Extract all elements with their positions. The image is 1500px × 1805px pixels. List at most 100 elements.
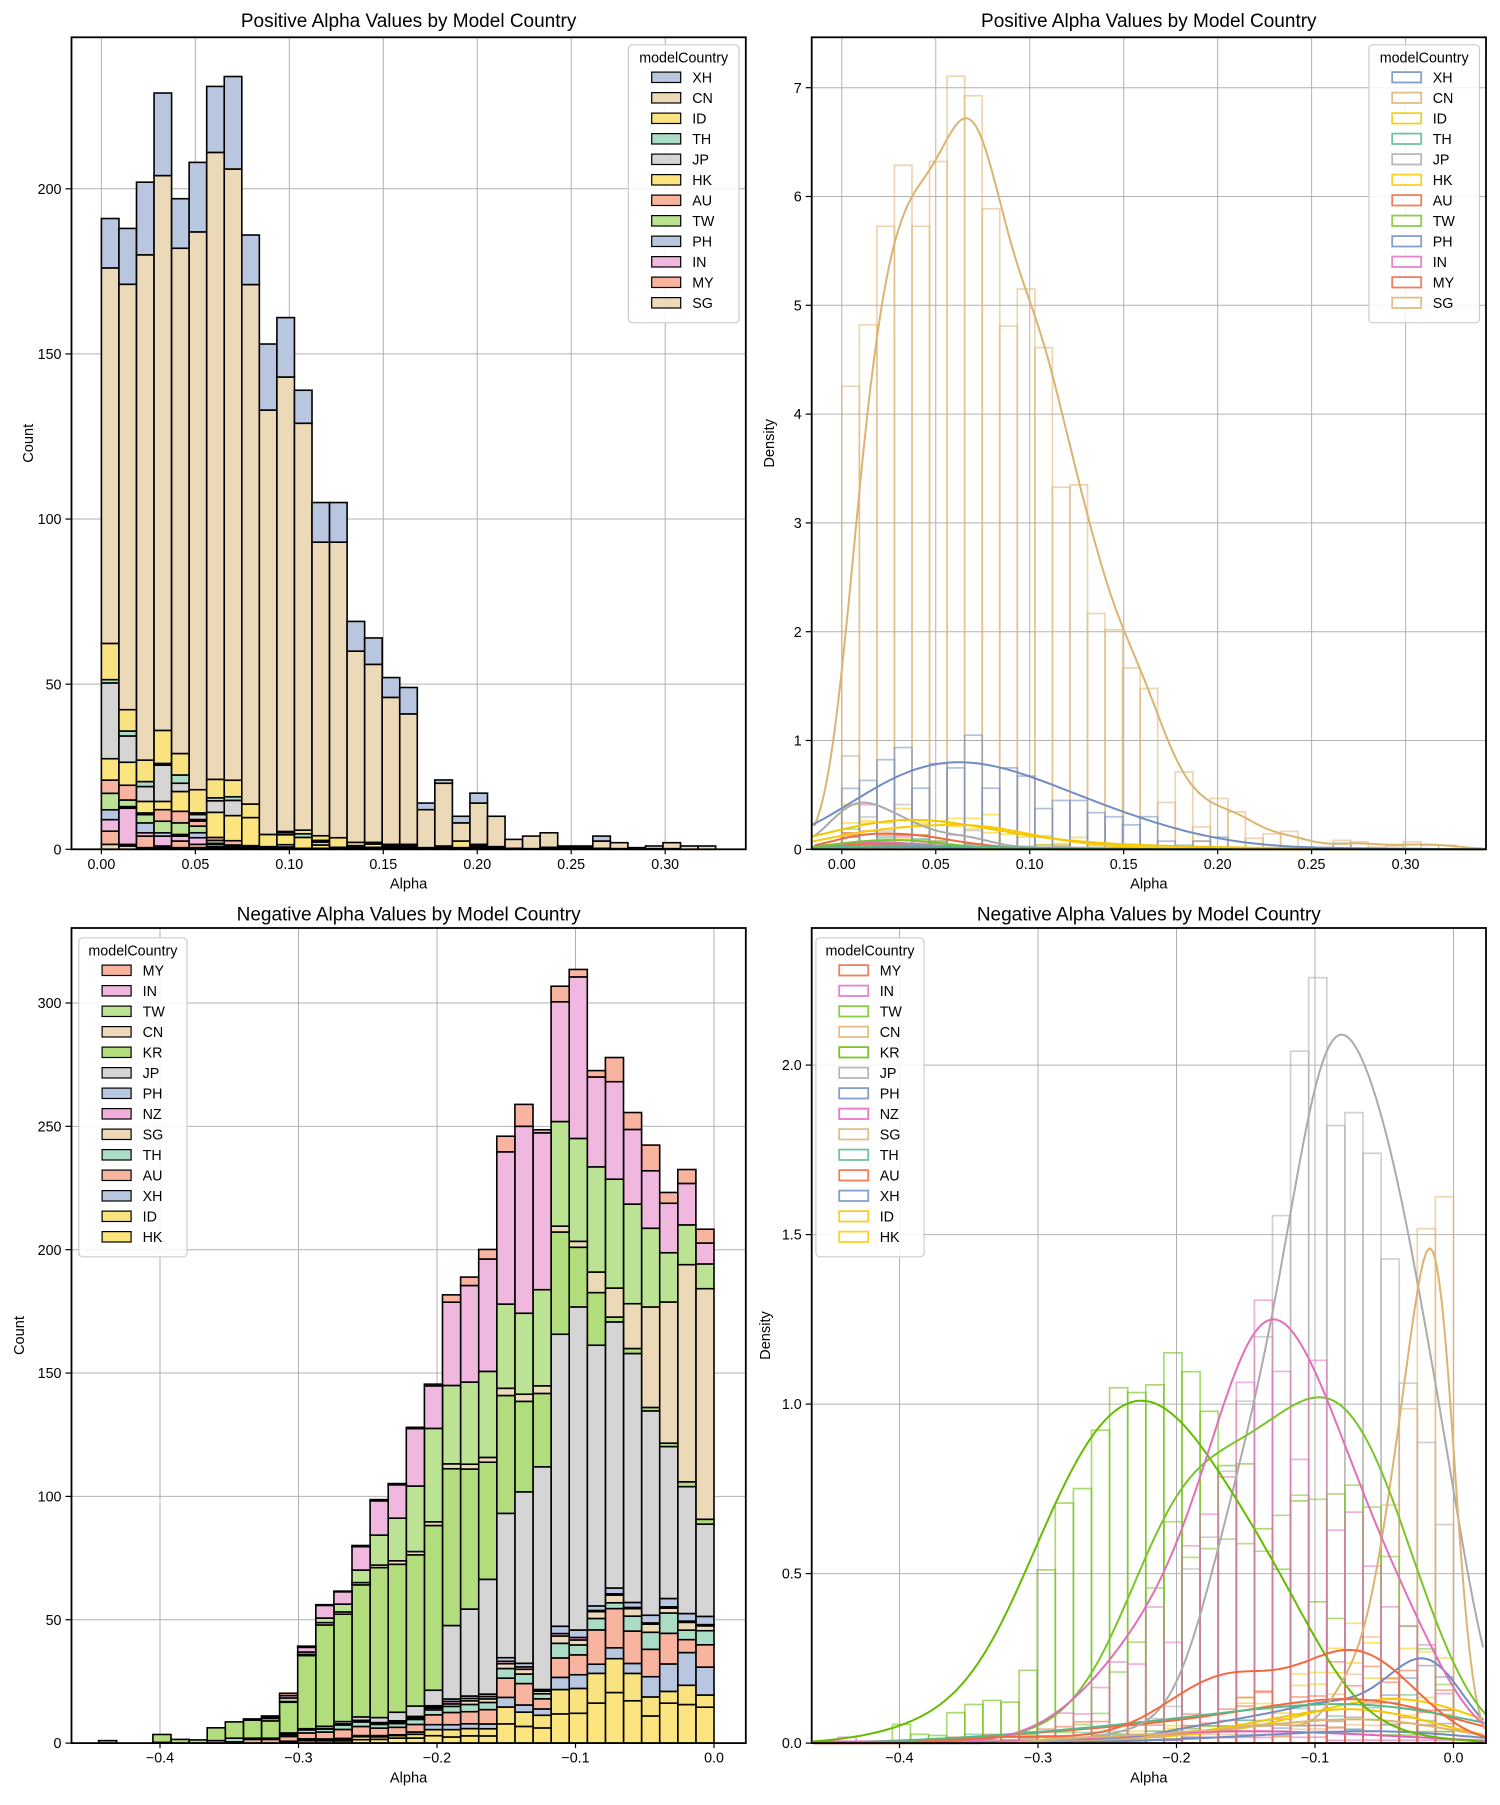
- svg-text:0: 0: [794, 842, 802, 858]
- svg-text:3: 3: [794, 516, 802, 532]
- svg-text:JP: JP: [143, 1066, 160, 1082]
- svg-text:modelCountry: modelCountry: [639, 50, 729, 66]
- svg-text:−0.1: −0.1: [1301, 1751, 1329, 1767]
- svg-text:Density: Density: [758, 1310, 774, 1359]
- svg-text:SG: SG: [692, 296, 713, 312]
- svg-text:TH: TH: [1433, 132, 1452, 148]
- svg-text:Negative Alpha Values by Model: Negative Alpha Values by Model Country: [237, 905, 581, 926]
- svg-text:0.0: 0.0: [1444, 1751, 1464, 1767]
- svg-text:TW: TW: [1433, 214, 1456, 230]
- svg-text:−0.2: −0.2: [423, 1751, 451, 1767]
- svg-text:modelCountry: modelCountry: [1380, 50, 1470, 66]
- svg-text:ID: ID: [143, 1209, 157, 1225]
- svg-text:0.05: 0.05: [181, 857, 209, 873]
- svg-text:−0.1: −0.1: [561, 1751, 589, 1767]
- svg-text:TH: TH: [880, 1148, 899, 1164]
- svg-text:0.15: 0.15: [369, 857, 397, 873]
- svg-text:Alpha: Alpha: [1130, 1771, 1168, 1787]
- svg-text:XH: XH: [880, 1189, 900, 1205]
- svg-text:XH: XH: [1433, 70, 1453, 86]
- svg-text:AU: AU: [692, 193, 712, 209]
- svg-text:0.30: 0.30: [1392, 857, 1420, 873]
- svg-text:PH: PH: [143, 1086, 163, 1102]
- svg-text:CN: CN: [1433, 91, 1454, 107]
- svg-text:AU: AU: [880, 1168, 900, 1184]
- svg-text:100: 100: [38, 1490, 62, 1506]
- svg-text:200: 200: [38, 182, 62, 198]
- svg-text:4: 4: [794, 407, 802, 423]
- svg-text:0.20: 0.20: [463, 857, 491, 873]
- svg-text:1.5: 1.5: [782, 1228, 802, 1244]
- svg-text:0.0: 0.0: [704, 1751, 724, 1767]
- svg-text:0: 0: [54, 842, 62, 858]
- svg-text:ID: ID: [692, 111, 706, 127]
- svg-text:Positive Alpha Values by Model: Positive Alpha Values by Model Country: [981, 11, 1317, 32]
- svg-text:CN: CN: [880, 1025, 901, 1041]
- svg-text:0.05: 0.05: [922, 857, 950, 873]
- svg-text:MY: MY: [143, 963, 165, 979]
- svg-text:300: 300: [38, 996, 62, 1012]
- svg-text:SG: SG: [880, 1127, 901, 1143]
- svg-text:0.0: 0.0: [782, 1736, 802, 1752]
- svg-text:JP: JP: [880, 1066, 897, 1082]
- svg-text:0.10: 0.10: [275, 857, 303, 873]
- svg-text:TW: TW: [692, 214, 715, 230]
- svg-text:−0.4: −0.4: [885, 1751, 913, 1767]
- svg-text:Count: Count: [21, 424, 37, 463]
- svg-text:Alpha: Alpha: [1130, 877, 1168, 893]
- svg-text:1: 1: [794, 734, 802, 750]
- svg-text:TW: TW: [880, 1004, 903, 1020]
- svg-text:0.00: 0.00: [87, 857, 115, 873]
- svg-text:2.0: 2.0: [782, 1058, 802, 1074]
- svg-text:PH: PH: [692, 234, 712, 250]
- svg-text:ID: ID: [880, 1209, 894, 1225]
- svg-text:150: 150: [38, 347, 62, 363]
- svg-text:KR: KR: [143, 1045, 163, 1061]
- svg-text:ID: ID: [1433, 111, 1447, 127]
- svg-text:PH: PH: [880, 1086, 900, 1102]
- svg-text:CN: CN: [692, 91, 713, 107]
- svg-text:2: 2: [794, 625, 802, 641]
- svg-text:0.25: 0.25: [557, 857, 585, 873]
- svg-text:modelCountry: modelCountry: [88, 943, 178, 959]
- svg-text:1.0: 1.0: [782, 1397, 802, 1413]
- svg-text:modelCountry: modelCountry: [826, 943, 916, 959]
- svg-text:0: 0: [54, 1736, 62, 1752]
- svg-text:6: 6: [794, 190, 802, 206]
- svg-text:0.5: 0.5: [782, 1567, 802, 1583]
- svg-text:Count: Count: [12, 1316, 28, 1355]
- svg-text:MY: MY: [692, 275, 714, 291]
- svg-text:Negative Alpha Values by Model: Negative Alpha Values by Model Country: [977, 905, 1321, 926]
- svg-text:PH: PH: [1433, 234, 1453, 250]
- svg-text:100: 100: [38, 512, 62, 528]
- svg-text:−0.3: −0.3: [284, 1751, 312, 1767]
- svg-text:Density: Density: [762, 418, 778, 467]
- svg-text:HK: HK: [143, 1230, 163, 1246]
- svg-text:TH: TH: [143, 1148, 162, 1164]
- svg-text:Positive Alpha Values by Model: Positive Alpha Values by Model Country: [241, 11, 577, 32]
- svg-text:200: 200: [38, 1243, 62, 1259]
- svg-text:−0.2: −0.2: [1162, 1751, 1190, 1767]
- svg-text:IN: IN: [143, 984, 157, 1000]
- svg-text:0.20: 0.20: [1204, 857, 1232, 873]
- svg-text:HK: HK: [880, 1230, 900, 1246]
- svg-text:HK: HK: [692, 173, 712, 189]
- svg-text:−0.4: −0.4: [146, 1751, 174, 1767]
- svg-text:0.10: 0.10: [1016, 857, 1044, 873]
- svg-text:MY: MY: [880, 963, 902, 979]
- svg-text:JP: JP: [1433, 152, 1450, 168]
- svg-text:0.30: 0.30: [651, 857, 679, 873]
- svg-text:0.00: 0.00: [828, 857, 856, 873]
- svg-text:IN: IN: [692, 255, 706, 271]
- svg-text:Alpha: Alpha: [390, 1771, 428, 1787]
- svg-text:KR: KR: [880, 1045, 900, 1061]
- svg-text:0.15: 0.15: [1110, 857, 1138, 873]
- svg-text:NZ: NZ: [143, 1107, 162, 1123]
- svg-text:MY: MY: [1433, 275, 1455, 291]
- svg-text:NZ: NZ: [880, 1107, 899, 1123]
- svg-text:TW: TW: [143, 1004, 166, 1020]
- svg-text:XH: XH: [692, 70, 712, 86]
- svg-text:50: 50: [46, 1613, 62, 1629]
- svg-text:SG: SG: [143, 1127, 164, 1143]
- svg-text:5: 5: [794, 298, 802, 314]
